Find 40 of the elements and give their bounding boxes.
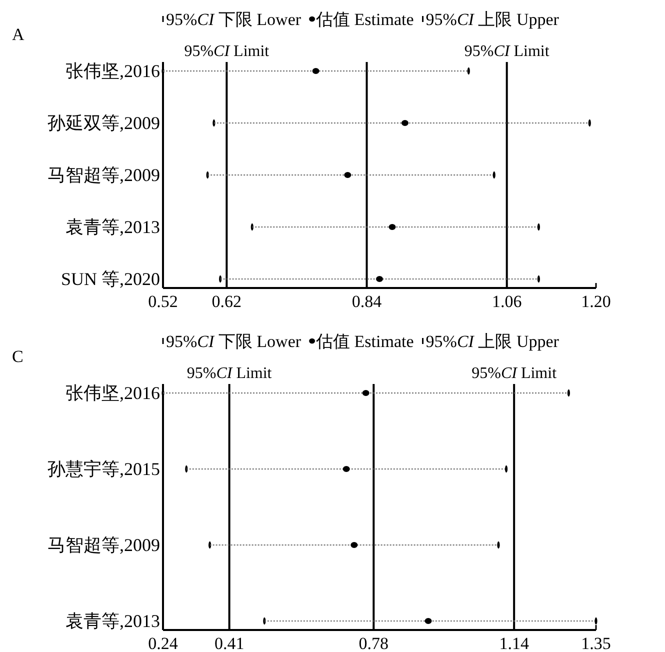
x-tick-label: 1.14 [499, 634, 530, 652]
y-tick-label: SUN 等,2020 [60, 269, 160, 289]
y-tick-label: 张伟坚,2016 [66, 383, 160, 403]
legend-item: 估值 Estimate [309, 332, 414, 351]
x-tick-label: 0.24 [148, 634, 178, 652]
y-tick-label: 孙延双等,2009 [48, 113, 160, 133]
x-tick-label: 0.62 [212, 292, 242, 311]
y-tick-label: 张伟坚,2016 [66, 61, 160, 81]
x-tick-label: 0.52 [148, 292, 178, 311]
y-tick-label: 马智超等,2009 [48, 535, 160, 555]
x-tick-label: 0.41 [214, 634, 244, 652]
legend-item: 95%CI 下限 Lower [162, 10, 302, 29]
ref-line-label: 95%CI Limit [186, 365, 272, 382]
ref-line-label: 95%CI Limit [464, 43, 550, 60]
x-tick-label: 1.20 [581, 292, 611, 311]
point [312, 68, 320, 74]
point [362, 390, 370, 396]
y-tick-label: 袁青等,2013 [66, 611, 160, 631]
ref-line-label: 95%CI Limit [184, 43, 270, 60]
point [344, 172, 352, 178]
point [376, 276, 383, 282]
legend-item: 95%CI 上限 Upper [422, 10, 559, 29]
x-tick-label: 0.78 [358, 634, 389, 652]
ref-line-label: 95%CI Limit [472, 365, 558, 382]
text: C [12, 347, 24, 366]
legend-item: 估值 Estimate [309, 10, 414, 29]
legend-item: 95%CI 上限 Upper [422, 332, 559, 351]
point [350, 542, 358, 548]
x-tick-label: 1.35 [581, 634, 611, 652]
point [424, 618, 432, 624]
text: A [12, 25, 25, 44]
legend-item: 95%CI 下限 Lower [162, 332, 302, 351]
y-tick-label: 马智超等,2009 [48, 165, 160, 185]
point [401, 120, 408, 126]
point [388, 224, 396, 230]
point [342, 466, 350, 472]
y-tick-label: 袁青等,2013 [66, 217, 160, 237]
x-tick-label: 1.06 [492, 292, 522, 311]
x-tick-label: 0.84 [352, 292, 382, 311]
y-tick-label: 孙慧宇等,2015 [48, 459, 160, 479]
